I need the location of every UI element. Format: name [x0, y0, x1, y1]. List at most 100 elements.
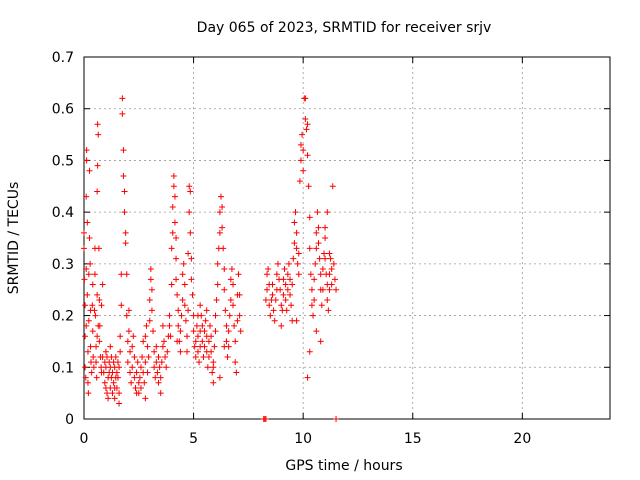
data-point [274, 260, 281, 267]
data-point [292, 209, 299, 216]
data-point [133, 369, 140, 376]
data-point [186, 209, 193, 216]
data-point [120, 172, 127, 179]
data-point [194, 312, 201, 319]
data-point [293, 245, 300, 252]
data-point [139, 353, 146, 360]
data-point [303, 126, 310, 133]
data-point [102, 348, 109, 355]
data-point [170, 172, 177, 179]
data-point [109, 390, 116, 397]
data-point [208, 348, 215, 355]
data-point [295, 250, 302, 257]
y-tick-label: 0.5 [52, 153, 74, 169]
data-point [89, 328, 96, 335]
data-point [160, 338, 167, 345]
data-point [104, 390, 111, 397]
data-point [82, 364, 89, 371]
data-point [121, 209, 128, 216]
data-point [310, 312, 317, 319]
data-point [297, 157, 304, 164]
data-point [125, 307, 132, 314]
data-point [322, 235, 329, 241]
data-point [137, 384, 144, 391]
data-point [307, 271, 314, 278]
data-point [154, 369, 161, 376]
data-point [272, 297, 279, 304]
data-point [96, 338, 103, 345]
data-point [304, 121, 311, 128]
data-point [226, 312, 233, 319]
data-point [283, 307, 290, 314]
data-point [291, 240, 298, 247]
data-point [83, 193, 90, 200]
data-point [197, 302, 204, 309]
data-point [86, 235, 93, 241]
data-point [212, 312, 219, 319]
x-tick-label: 5 [189, 431, 198, 447]
data-point [223, 338, 230, 345]
data-point [313, 245, 320, 252]
data-point [117, 333, 124, 340]
data-point [84, 348, 91, 355]
data-point [199, 322, 206, 329]
data-point [151, 348, 158, 355]
data-point [94, 188, 101, 195]
data-point [111, 384, 118, 391]
data-point [84, 219, 91, 226]
data-point [119, 110, 126, 117]
data-point [327, 255, 334, 262]
data-point [153, 359, 160, 366]
data-point [280, 276, 287, 283]
data-point [199, 338, 206, 345]
data-point [273, 271, 280, 278]
data-point [216, 229, 223, 236]
data-point [95, 322, 102, 329]
data-point [264, 286, 271, 293]
data-point [171, 219, 178, 226]
data-point [221, 266, 228, 273]
data-point [326, 286, 333, 293]
data-point [179, 271, 186, 278]
data-point [200, 353, 207, 360]
data-point [210, 364, 217, 371]
data-point [124, 338, 131, 345]
data-point [290, 255, 297, 262]
data-point [168, 245, 175, 252]
data-point [302, 95, 309, 102]
data-point [230, 302, 237, 309]
data-point [207, 322, 214, 329]
data-point [227, 276, 234, 283]
data-point [120, 147, 127, 154]
data-point [208, 333, 215, 340]
data-point [328, 281, 335, 288]
x-tick-label: 20 [513, 431, 531, 447]
data-point [291, 219, 298, 226]
data-point [83, 157, 90, 164]
data-point [111, 395, 118, 402]
data-point [157, 390, 164, 397]
data-point [278, 302, 285, 309]
data-point [221, 286, 228, 293]
data-point [326, 250, 333, 257]
data-point [136, 374, 143, 381]
data-point [287, 291, 294, 298]
data-point [173, 235, 180, 241]
data-point [152, 374, 159, 381]
data-point [192, 353, 199, 360]
data-point [175, 322, 182, 329]
data-point [147, 276, 154, 283]
data-point [88, 359, 95, 366]
data-point [148, 307, 155, 314]
data-point [228, 266, 235, 273]
data-point [223, 322, 230, 329]
data-point [187, 229, 194, 236]
data-point [184, 348, 191, 355]
data-point [331, 276, 338, 283]
data-point [116, 400, 123, 407]
data-point [86, 167, 93, 174]
data-point [222, 307, 229, 314]
data-point [300, 167, 307, 174]
data-point [278, 322, 285, 329]
data-point [114, 359, 121, 366]
